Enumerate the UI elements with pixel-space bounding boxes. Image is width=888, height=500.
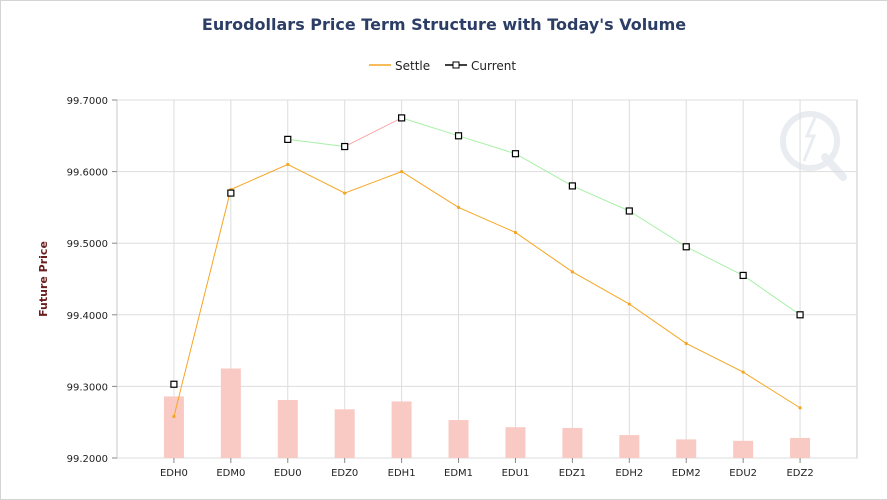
current-point[interactable]	[625, 207, 633, 215]
current-point[interactable]	[170, 380, 178, 388]
legend-settle-label[interactable]: Settle	[395, 59, 430, 73]
volume-bar	[334, 409, 355, 458]
series-lines	[173, 117, 801, 417]
current-segment	[287, 138, 345, 148]
current-segment	[344, 117, 402, 147]
current-point[interactable]	[341, 142, 349, 151]
x-tick-label: EDU1	[502, 468, 530, 479]
x-tick-label: EDU0	[274, 468, 302, 479]
current-point[interactable]	[739, 271, 747, 280]
settle-point[interactable]	[400, 170, 404, 174]
current-point[interactable]	[682, 243, 690, 251]
y-tick-label: 99.2000	[67, 454, 108, 465]
volume-bar	[676, 439, 697, 458]
x-tick-label: EDM1	[444, 468, 473, 479]
settle-point[interactable]	[684, 341, 688, 346]
current-point[interactable]	[796, 311, 804, 319]
settle-point[interactable]	[513, 230, 518, 235]
x-tick-label: EDU2	[729, 468, 757, 479]
current-segment	[401, 117, 459, 137]
y-axis-label: Future Price	[37, 241, 50, 317]
current-point[interactable]	[227, 189, 235, 197]
legend-current-label[interactable]: Current	[471, 59, 516, 73]
x-tick-label: EDZ0	[331, 468, 358, 479]
legend-current-marker	[452, 61, 460, 69]
volume-bar	[505, 427, 526, 458]
x-tick-label: EDH2	[615, 468, 643, 479]
x-axis: EDH0 EDM0 EDU0 EDZ0 EDH1 EDM1 EDU1 EDZ1 EDH2 EDM2…	[160, 458, 814, 479]
x-tick-label: EDH1	[388, 468, 416, 479]
volume-bars	[163, 368, 811, 458]
volume-bar	[391, 401, 412, 458]
settle-line	[173, 163, 801, 417]
current-segment	[742, 275, 801, 316]
settle-point[interactable]	[456, 205, 461, 209]
legend: Settle Current	[369, 59, 516, 73]
settle-point[interactable]	[286, 162, 290, 167]
y-tick-label: 99.7000	[67, 96, 108, 107]
volume-bar	[562, 427, 583, 458]
settle-point[interactable]	[343, 191, 347, 195]
current-segment	[629, 210, 687, 248]
y-tick-label: 99.3000	[67, 382, 108, 393]
y-tick-label: 99.6000	[67, 168, 108, 179]
settle-point[interactable]	[570, 270, 574, 274]
current-segment	[686, 246, 744, 276]
series-markers	[170, 114, 804, 419]
settle-point[interactable]	[627, 302, 631, 306]
volume-bar	[277, 400, 298, 458]
settle-point[interactable]	[172, 414, 176, 419]
x-tick-label: EDZ1	[559, 468, 586, 479]
current-point[interactable]	[398, 114, 406, 122]
y-tick-label: 99.4000	[67, 311, 108, 322]
x-tick-label: EDZ2	[786, 468, 813, 479]
volume-bar	[619, 435, 640, 458]
current-point[interactable]	[454, 132, 463, 140]
settle-point[interactable]	[798, 406, 802, 410]
current-segment	[515, 153, 573, 187]
current-point[interactable]	[284, 135, 292, 143]
y-tick-label: 99.5000	[67, 239, 108, 250]
current-segment	[458, 135, 516, 155]
volume-bar	[163, 396, 184, 458]
chart-title: Eurodollars Price Term Structure with To…	[201, 15, 687, 34]
q-logo-icon	[780, 111, 847, 181]
volume-bar	[448, 420, 469, 458]
current-segment	[572, 185, 630, 212]
current-point[interactable]	[568, 182, 576, 190]
volume-bar	[790, 437, 811, 458]
x-tick-label: EDH0	[160, 468, 188, 479]
volume-bar	[733, 440, 754, 458]
y-axis: 99.2000 99.3000 99.4000 99.5000 99.6000 99.70…	[67, 96, 117, 465]
volume-bar	[220, 368, 241, 458]
x-tick-label: EDM0	[216, 468, 245, 479]
current-point[interactable]	[511, 150, 520, 158]
x-tick-label: EDM2	[672, 468, 701, 479]
settle-point[interactable]	[741, 370, 745, 374]
